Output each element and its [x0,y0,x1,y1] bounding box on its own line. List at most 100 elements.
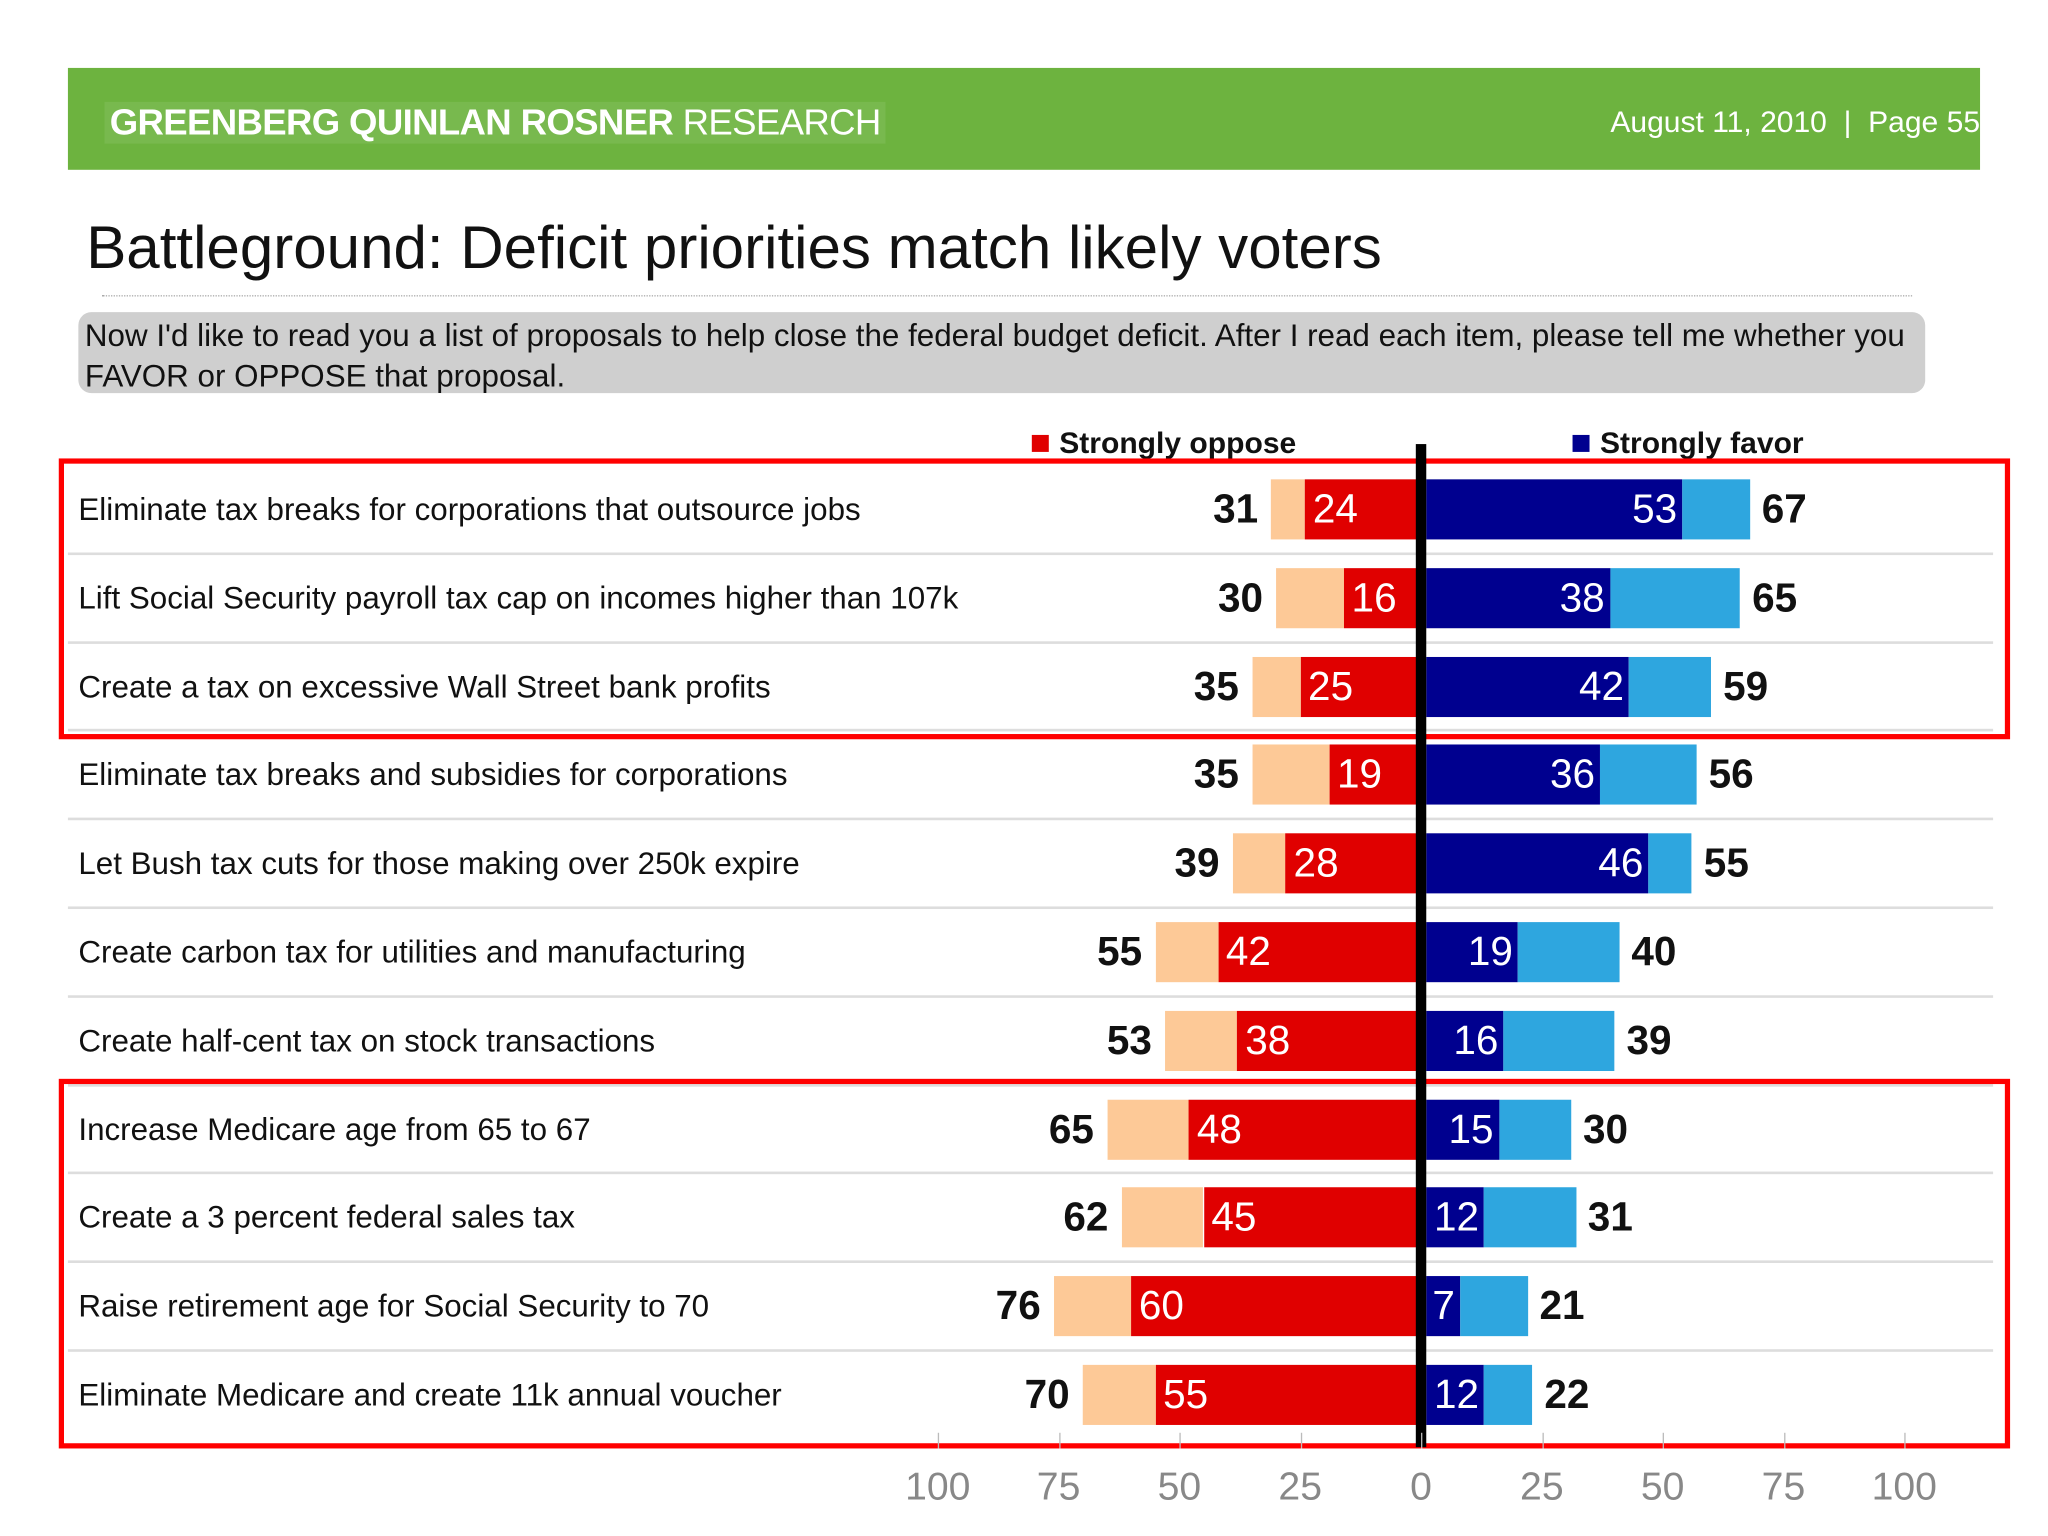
label-favor-total: 65 [1752,574,1798,621]
label-strongly-favor: 15 [1448,1105,1494,1152]
label-strongly-oppose: 24 [1312,485,1358,532]
label-strongly-oppose: 28 [1293,840,1339,886]
row-divider [67,1172,1994,1175]
bar-strongly-favor [1426,833,1649,894]
bar-strongly-favor [1426,1099,1499,1160]
label-strongly-oppose: 45 [1211,1194,1257,1240]
bar-favor [1600,744,1697,806]
row-divider [67,1083,1994,1087]
chart-row: Create half-cent tax on stock transactio… [68,998,1993,1086]
x-tick [1783,1432,1785,1449]
date-page: August 11, 2010 | Page 55 [1610,104,1981,139]
bar-favor [1484,1187,1577,1248]
row-divider [67,729,1994,732]
logo-light-text: RESEARCH [682,101,882,143]
label-strongly-oppose: 42 [1225,928,1271,975]
label-strongly-oppose: 16 [1351,574,1397,621]
label-strongly-favor: 36 [1549,751,1596,798]
label-oppose-total: 55 [1097,928,1143,975]
label-strongly-favor: 16 [1453,1017,1499,1063]
label-strongly-oppose: 19 [1337,751,1383,798]
company-logo: GREENBERG QUINLAN ROSNER RESEARCH [104,101,886,144]
row-label: Let Bush tax cuts for those making over … [78,846,800,882]
x-tick [1058,1432,1060,1449]
x-tick [1421,1432,1423,1449]
label-strongly-favor: 46 [1598,840,1644,886]
row-label: Create a tax on excessive Wall Street ba… [78,669,771,705]
label-oppose-total: 53 [1106,1017,1152,1063]
label-oppose-total: 62 [1063,1194,1109,1240]
bar-strongly-oppose [1203,1187,1422,1248]
label-strongly-oppose: 25 [1308,662,1354,709]
bar-favor [1498,1099,1572,1160]
label-favor-total: 67 [1761,485,1807,532]
label-oppose-total: 31 [1213,485,1259,532]
x-tick-label: 25 [1278,1465,1323,1509]
label-oppose-total: 76 [995,1282,1041,1329]
label-favor-total: 40 [1631,928,1677,975]
chart-row: Eliminate Medicare and create 11k annual… [68,1352,1993,1440]
bar-favor [1609,567,1741,628]
legend-swatch-oppose [1031,434,1049,452]
chart-row: Eliminate tax breaks for corporations th… [68,466,1993,554]
x-tick-label: 75 [1761,1465,1806,1509]
bar-strongly-oppose [1237,1010,1422,1071]
x-tick-label: 50 [1640,1465,1685,1509]
x-tick [1179,1432,1181,1449]
row-divider [67,1349,1994,1352]
bar-strongly-oppose [1131,1276,1422,1337]
label-oppose-total: 70 [1024,1371,1070,1418]
chart-row: Create a 3 percent federal sales tax 45 12… [68,1175,1993,1263]
legend-label: Strongly oppose [1059,425,1297,460]
label-favor-total: 21 [1539,1282,1585,1329]
bar-strongly-favor [1426,1364,1485,1425]
x-tick [1300,1432,1302,1449]
header-bar: GREENBERG QUINLAN ROSNER RESEARCH August… [67,67,1981,170]
label-favor-total: 39 [1626,1017,1672,1063]
legend-swatch-favor [1572,434,1590,452]
label-oppose-total: 35 [1193,662,1239,709]
row-divider [67,552,1994,555]
x-tick-label: 0 [1410,1465,1432,1509]
label-strongly-favor: 53 [1632,485,1678,532]
x-tick-label: 50 [1157,1465,1202,1509]
legend-strongly-oppose: Strongly oppose [1031,425,1297,461]
row-label: Eliminate tax breaks and subsidies for c… [78,758,788,794]
row-label: Increase Medicare age from 65 to 67 [78,1112,591,1148]
bar-strongly-favor [1426,567,1610,628]
label-oppose-total: 30 [1217,574,1263,621]
label-strongly-favor: 38 [1559,574,1605,621]
row-divider [67,1260,1994,1264]
bar-oppose [1271,479,1306,540]
label-oppose-total: 35 [1193,751,1239,798]
x-tick-label: 25 [1520,1465,1564,1509]
row-label: Create a 3 percent federal sales tax [78,1200,575,1237]
row-label: Eliminate tax breaks for corporations th… [78,492,861,528]
bar-favor [1648,833,1693,894]
title-divider [101,295,1913,297]
bar-oppose [1232,833,1286,894]
label-favor-total: 22 [1544,1371,1590,1418]
bar-oppose [1155,922,1219,983]
row-divider [67,906,1994,910]
zero-axis [1415,444,1427,1448]
bar-oppose [1121,1187,1204,1248]
label-favor-total: 55 [1703,840,1749,886]
label-strongly-oppose: 55 [1163,1371,1209,1418]
x-tick [1904,1432,1906,1449]
question-text: Now I'd like to read you a list of propo… [78,312,1926,394]
bar-strongly-favor [1426,1276,1461,1337]
chart-row: Let Bush tax cuts for those making over … [68,820,1993,908]
label-strongly-favor: 42 [1578,662,1625,709]
label-oppose-total: 39 [1174,840,1220,886]
bar-favor [1460,1276,1528,1337]
bar-strongly-oppose [1285,833,1422,894]
bar-strongly-oppose [1305,479,1422,540]
label-favor-total: 59 [1723,662,1769,709]
x-tick-label: 75 [1036,1465,1081,1509]
highlight-box [58,1078,2011,1449]
label-strongly-favor: 12 [1433,1371,1480,1418]
slide-title: Battleground: Deficit priorities match l… [86,212,1382,281]
chart-row: Create carbon tax for utilities and manu… [68,909,1993,997]
